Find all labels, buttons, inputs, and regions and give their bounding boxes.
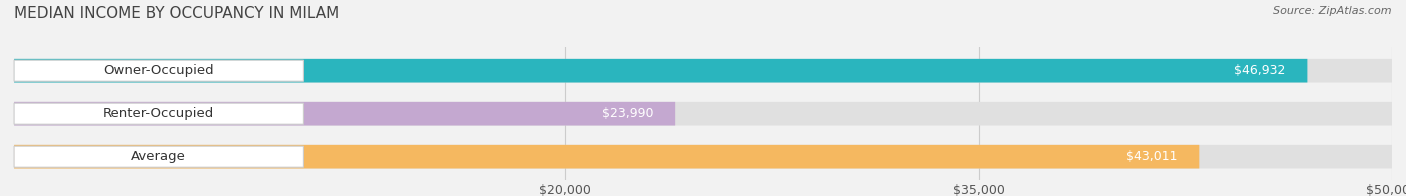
FancyBboxPatch shape bbox=[14, 102, 1392, 125]
FancyBboxPatch shape bbox=[14, 145, 1392, 169]
Text: $43,011: $43,011 bbox=[1126, 150, 1177, 163]
Text: $23,990: $23,990 bbox=[602, 107, 654, 120]
FancyBboxPatch shape bbox=[14, 60, 304, 81]
Text: Owner-Occupied: Owner-Occupied bbox=[104, 64, 214, 77]
FancyBboxPatch shape bbox=[14, 59, 1392, 83]
FancyBboxPatch shape bbox=[14, 146, 304, 167]
Text: Average: Average bbox=[131, 150, 186, 163]
FancyBboxPatch shape bbox=[14, 145, 1199, 169]
Text: MEDIAN INCOME BY OCCUPANCY IN MILAM: MEDIAN INCOME BY OCCUPANCY IN MILAM bbox=[14, 6, 339, 21]
Text: Renter-Occupied: Renter-Occupied bbox=[103, 107, 214, 120]
FancyBboxPatch shape bbox=[14, 102, 675, 125]
FancyBboxPatch shape bbox=[14, 59, 1308, 83]
FancyBboxPatch shape bbox=[14, 103, 304, 124]
Text: Source: ZipAtlas.com: Source: ZipAtlas.com bbox=[1274, 6, 1392, 16]
Text: $46,932: $46,932 bbox=[1234, 64, 1285, 77]
